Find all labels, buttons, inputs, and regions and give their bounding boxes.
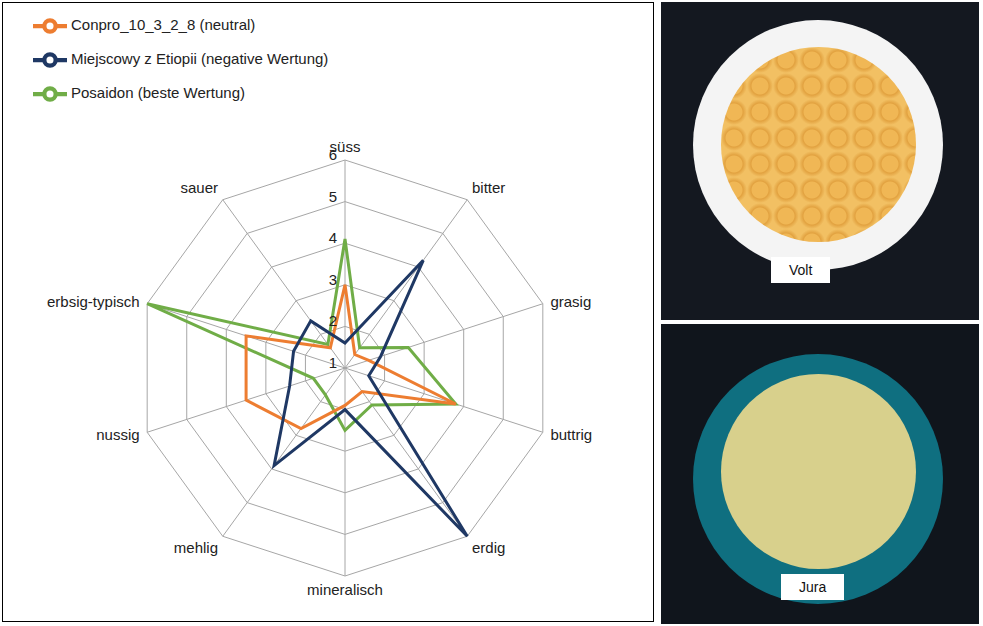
html-text:Jura: Jura bbox=[799, 579, 827, 595]
html-text:Miejscowy z Etiopii (negative: Miejscowy z Etiopii (negative Wertung) bbox=[71, 50, 329, 67]
svg-text:mineralisch: mineralisch bbox=[307, 581, 383, 598]
html-text:Conpro_10_3_2_8 (neutral): Conpro_10_3_2_8 (neutral) bbox=[71, 16, 256, 33]
svg-text:1: 1 bbox=[329, 354, 337, 371]
svg-text:6: 6 bbox=[329, 146, 337, 163]
svg-text:3: 3 bbox=[329, 271, 337, 288]
svg-text:erbsig-typisch: erbsig-typisch bbox=[47, 293, 140, 310]
svg-text:buttrig: buttrig bbox=[550, 426, 592, 443]
html-text:Posaidon (beste Wertung): Posaidon (beste Wertung) bbox=[71, 84, 245, 101]
svg-text:nussig: nussig bbox=[96, 426, 139, 443]
svg-text:sauer: sauer bbox=[181, 179, 219, 196]
svg-text:4: 4 bbox=[329, 229, 337, 246]
svg-text:5: 5 bbox=[329, 188, 337, 205]
svg-text:bitter: bitter bbox=[472, 179, 505, 196]
svg-text:grasig: grasig bbox=[550, 293, 591, 310]
svg-text:erdig: erdig bbox=[472, 539, 505, 556]
html-text:Volt: Volt bbox=[789, 262, 813, 278]
svg-text:2: 2 bbox=[329, 312, 337, 329]
svg-text:süss: süss bbox=[329, 138, 361, 155]
svg-text:mehlig: mehlig bbox=[174, 539, 218, 556]
